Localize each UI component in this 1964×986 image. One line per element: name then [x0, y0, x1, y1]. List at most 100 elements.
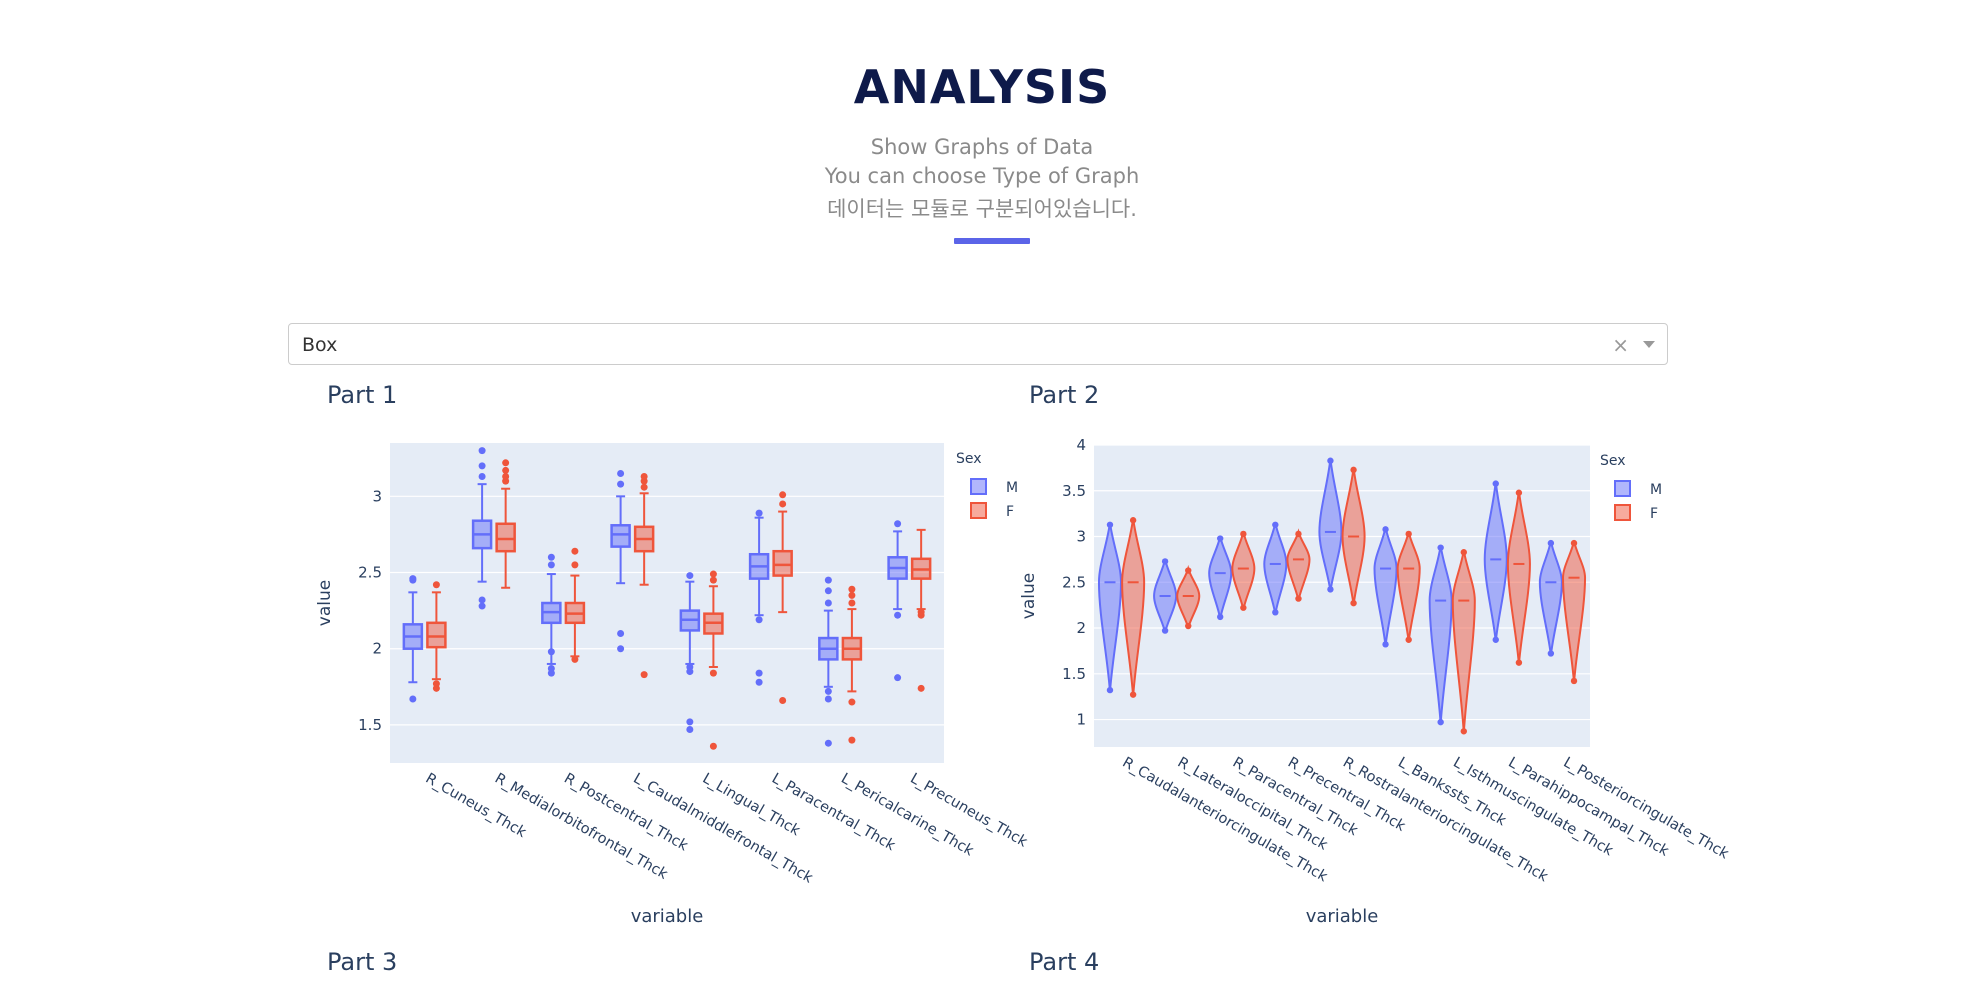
outlier-point: [409, 695, 417, 703]
outlier-point: [617, 629, 625, 637]
outlier-point: [617, 480, 625, 488]
violin-point: [1161, 558, 1169, 565]
outlier-point: [848, 736, 856, 744]
violin-point: [1492, 480, 1499, 487]
subtitle-line-1: Show Graphs of Data: [870, 135, 1094, 159]
outlier-point: [848, 599, 856, 607]
outlier-point: [686, 663, 694, 671]
violin-point: [1515, 489, 1523, 496]
legend-entry-M: M: [1650, 482, 1662, 498]
graph-type-dropdown[interactable]: Box ×: [288, 323, 1668, 365]
y-tick-label: 3.5: [1062, 482, 1086, 500]
violin-point: [1515, 659, 1523, 666]
outlier-point: [824, 687, 832, 695]
legend-swatch-F: [970, 502, 987, 519]
violin-point: [1327, 586, 1334, 593]
violin-point: [1382, 526, 1389, 533]
box-M-L_Caudalmiddlefrontal_Thck: [610, 524, 631, 548]
outlier-point: [917, 684, 925, 692]
violin-point: [1437, 718, 1444, 726]
box-F-R_Medialorbitofrontal_Thck: [495, 522, 516, 553]
y-tick-label: 3: [1076, 528, 1086, 546]
violin-point: [1460, 549, 1467, 556]
violin-point: [1129, 691, 1137, 698]
outlier-point: [640, 473, 648, 481]
legend-entry-M: M: [1006, 480, 1018, 496]
outlier-point: [571, 547, 579, 555]
outlier-point: [547, 561, 555, 569]
outlier-point: [709, 742, 717, 750]
violin-point: [1570, 677, 1578, 685]
part-4-title: Part 4: [1029, 948, 1100, 976]
outlier-point: [755, 616, 763, 624]
outlier-point: [894, 611, 902, 619]
outlier-point: [547, 553, 555, 561]
title-underline: [954, 238, 1030, 244]
y-tick-label: 2: [372, 640, 382, 658]
outlier-point: [848, 698, 856, 706]
violin-point: [1492, 636, 1499, 643]
violin-point: [1272, 609, 1279, 616]
part-1-title: Part 1: [327, 381, 398, 409]
violin-point: [1106, 521, 1114, 528]
violin-point: [1547, 650, 1555, 657]
y-tick-label: 1.5: [1062, 665, 1086, 683]
violin-point: [1437, 544, 1444, 551]
violin-point: [1405, 530, 1412, 538]
violin-point: [1240, 530, 1247, 538]
violin-point: [1217, 535, 1224, 542]
violin-point: [1382, 641, 1389, 648]
outlier-point: [779, 491, 787, 499]
y-tick-label: 2.5: [358, 564, 382, 582]
violin-point: [1240, 604, 1247, 611]
violin-point: [1350, 466, 1357, 474]
outlier-point: [779, 500, 787, 508]
subtitle-line-3: 데이터는 모듈로 구분되어있습니다.: [827, 197, 1137, 221]
outlier-point: [709, 570, 717, 578]
box-F-R_Cuneus_Thck: [426, 621, 447, 649]
legend-swatch-F: [1614, 504, 1631, 521]
outlier-point: [478, 447, 486, 455]
outlier-point: [432, 581, 440, 589]
outlier-point: [432, 680, 440, 688]
page-title: ANALYSIS: [853, 60, 1111, 114]
outlier-point: [617, 645, 625, 653]
outlier-point: [824, 695, 832, 703]
violin-point: [1106, 686, 1114, 694]
violin-point: [1185, 567, 1192, 574]
y-tick-label: 1.5: [358, 716, 382, 734]
outlier-point: [824, 739, 832, 747]
outlier-point: [640, 483, 648, 491]
chevron-down-icon[interactable]: [1643, 341, 1655, 348]
violin-point: [1217, 613, 1224, 621]
part-3-title: Part 3: [327, 948, 398, 976]
dropdown-selected-value: Box: [302, 334, 338, 356]
y-tick-label: 2: [1076, 619, 1086, 637]
outlier-point: [547, 665, 555, 673]
clear-icon[interactable]: ×: [1612, 333, 1629, 357]
part-2-title: Part 2: [1029, 381, 1100, 409]
violin-point: [1570, 539, 1578, 547]
outlier-point: [709, 576, 717, 584]
violin-point: [1547, 539, 1555, 547]
legend-title: Sex: [1600, 453, 1626, 469]
legend-swatch-M: [1614, 480, 1631, 497]
violin-point: [1272, 521, 1279, 528]
outlier-point: [824, 599, 832, 607]
violin-point: [1350, 599, 1357, 607]
outlier-point: [686, 725, 694, 733]
subtitle-line-2: You can choose Type of Graph: [824, 164, 1140, 188]
x-axis-title: variable: [1306, 906, 1379, 927]
outlier-point: [686, 718, 694, 726]
outlier-point: [547, 648, 555, 656]
outlier-point: [894, 520, 902, 528]
outlier-point: [478, 596, 486, 604]
outlier-point: [709, 669, 717, 677]
outlier-point: [894, 674, 902, 682]
y-tick-label: 3: [372, 487, 382, 505]
outlier-point: [502, 473, 510, 481]
violin-point: [1129, 517, 1137, 524]
legend-entry-F: F: [1006, 504, 1014, 520]
outlier-point: [824, 587, 832, 595]
